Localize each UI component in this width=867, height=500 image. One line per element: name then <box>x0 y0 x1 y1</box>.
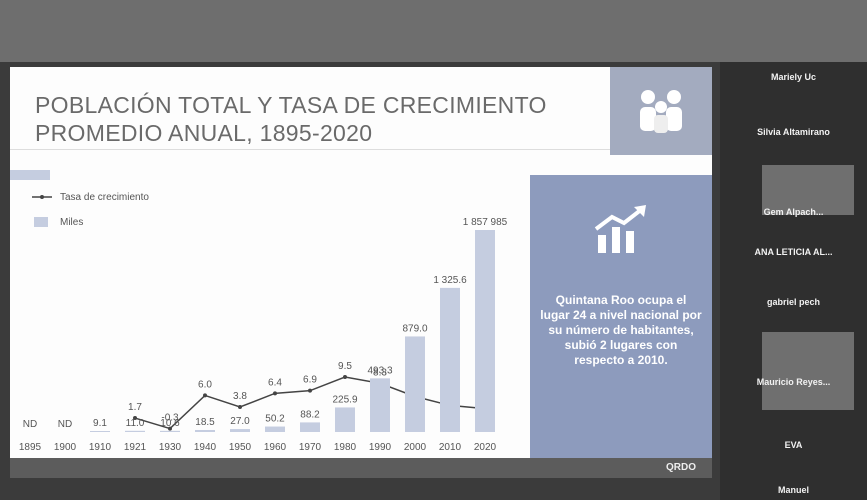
bar-label: 879.0 <box>402 323 427 334</box>
panel-text: Quintana Roo ocupa el lugar 24 a nivel n… <box>540 293 702 368</box>
x-tick-label: 1950 <box>229 442 252 453</box>
legend-marker <box>40 195 44 199</box>
line-label: 9.5 <box>338 361 352 372</box>
bar <box>125 431 145 432</box>
participant-name: Gem Alpach... <box>720 207 867 217</box>
x-tick-label: 1921 <box>124 442 147 453</box>
info-panel: Quintana Roo ocupa el lugar 24 a nivel n… <box>530 175 712 458</box>
line-label: 6.9 <box>303 375 317 386</box>
x-tick-label: 1960 <box>264 442 287 453</box>
icon <box>610 67 712 155</box>
bar-label: 1 857 985 <box>463 217 508 228</box>
x-tick-label: 2020 <box>474 442 497 453</box>
x-tick-label: 1970 <box>299 442 322 453</box>
bar <box>300 422 320 432</box>
x-tick-label: 1940 <box>194 442 217 453</box>
x-tick-label: 1980 <box>334 442 357 453</box>
legend-label: Tasa de crecimiento <box>60 192 149 203</box>
bar <box>90 431 110 432</box>
bar-label: 11.0 <box>126 418 145 429</box>
line-point <box>343 375 347 379</box>
bar-label: ND <box>58 419 72 430</box>
line-point <box>308 389 312 393</box>
bar <box>405 336 425 432</box>
x-tick-label: 1930 <box>159 442 182 453</box>
bar-label: 225.9 <box>332 394 357 405</box>
bar-label: 50.2 <box>265 414 285 425</box>
x-tick-label: 1990 <box>369 442 392 453</box>
slide-footer: QRDO <box>10 458 712 478</box>
line-label: 1.7 <box>128 402 142 413</box>
x-tick-label: 1895 <box>19 442 42 453</box>
participant-name: Silvia Altamirano <box>720 127 867 137</box>
footer-text: QRDO <box>666 462 696 473</box>
line-point <box>238 405 242 409</box>
bar-label: 88.2 <box>300 409 320 420</box>
line-point <box>273 391 277 395</box>
participant-name: EVA <box>720 440 867 450</box>
participants-panel: Mariely Uc Silvia Altamirano Gem Alpach...… <box>720 62 867 500</box>
x-tick-label: 2000 <box>404 442 427 453</box>
participant-name: Mariely Uc <box>720 72 867 82</box>
screen: {"slide":{"title_line1":"POBLACIÓN TOTAL… <box>0 0 867 500</box>
bar <box>475 230 495 432</box>
x-tick-label: 2010 <box>439 442 462 453</box>
slide: POBLACIÓN TOTAL Y TASA DE CRECIMIENTO PR… <box>10 67 712 478</box>
bar-label: 27.0 <box>230 416 250 427</box>
chart: 1895 1900 1910 1921 1930 1940 1950 1960 1970 1980… <box>10 67 530 458</box>
line-label: 3.8 <box>233 391 247 402</box>
bar <box>195 430 215 432</box>
line-point <box>203 393 207 397</box>
bar <box>230 429 250 432</box>
participant-name: Mauricio Reyes... <box>720 377 867 387</box>
bar-label: ND <box>23 419 37 430</box>
growth-icon <box>592 205 652 255</box>
line-label: 6.0 <box>198 379 212 390</box>
bar <box>160 431 180 432</box>
top-bar <box>0 0 867 62</box>
people-icon <box>610 67 712 155</box>
participant-name: ANA LETICIA AL... <box>720 247 867 257</box>
bar <box>440 288 460 432</box>
legend-swatch <box>34 217 48 227</box>
x-tick-label: 1910 <box>89 442 112 453</box>
x-tick-label: 1900 <box>54 442 77 453</box>
bar <box>265 427 285 432</box>
bar-label: 18.5 <box>195 417 215 428</box>
bar-label: 10.6 <box>160 418 180 429</box>
line-label: 6.4 <box>268 377 282 388</box>
bar-label: 493.3 <box>367 365 392 376</box>
bar-label: 9.1 <box>93 418 107 429</box>
bar <box>335 407 355 432</box>
bar <box>370 378 390 432</box>
video-tile <box>762 332 854 410</box>
participant-name: Manuel <box>720 485 867 495</box>
bar-label: 1 325.6 <box>433 275 467 286</box>
participant-name: gabriel pech <box>720 297 867 307</box>
legend-label: Miles <box>60 217 83 228</box>
